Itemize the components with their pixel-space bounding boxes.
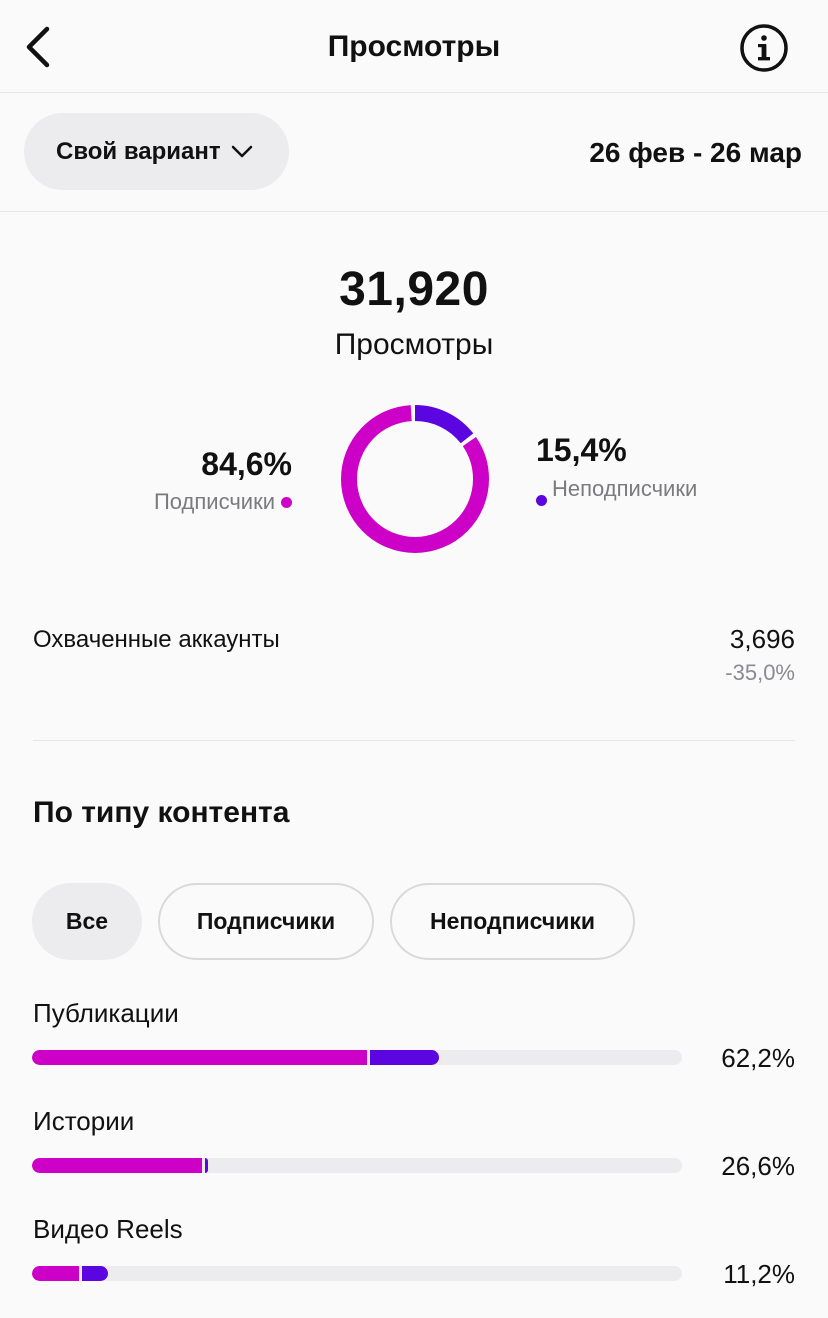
bar-segment-non-followers: [369, 1050, 440, 1065]
followers-label: Подписчики: [153, 489, 275, 514]
content-type-bar-stories: [32, 1158, 682, 1173]
content-type-label-stories: Истории: [33, 1106, 135, 1136]
content-type-title: По типу контента: [33, 796, 290, 829]
content-type-bar-posts: [32, 1050, 682, 1065]
donut-segment-non-followers: [341, 405, 489, 553]
filter-row: Свой вариант 26 фев - 26 мар: [0, 93, 828, 212]
page-title: Просмотры: [327, 30, 501, 63]
content-type-percent-posts: 62,2%: [721, 1043, 795, 1073]
content-type-bar-reels: [32, 1266, 682, 1281]
bar-segment-followers: [32, 1050, 367, 1065]
chip-non-followers[interactable]: Неподписчики: [390, 883, 635, 960]
reached-accounts-delta: -35,0%: [725, 660, 795, 685]
content-type-percent-stories: 26,6%: [721, 1151, 795, 1181]
content-type-label-posts: Публикации: [33, 998, 179, 1028]
top-bar: Просмотры: [0, 0, 828, 93]
chevron-down-icon: [231, 145, 252, 157]
content-type-label-reels: Видео Reels: [33, 1214, 183, 1244]
info-icon: [740, 24, 788, 72]
reached-accounts-label: Охваченные аккаунты: [33, 626, 280, 653]
period-dropdown-label: Свой вариант: [56, 137, 221, 165]
donut-segment-followers: [341, 405, 489, 553]
non-followers-legend-dot: [536, 495, 547, 506]
reached-accounts-value: 3,696: [729, 624, 795, 654]
bar-segment-followers: [32, 1266, 80, 1281]
bar-segment-followers: [32, 1158, 202, 1173]
followers-percent: 84,6%: [201, 446, 292, 482]
followers-legend-dot: [281, 496, 292, 508]
date-range: 26 фев - 26 мар: [589, 137, 802, 168]
total-views-label: Просмотры: [334, 328, 494, 361]
period-dropdown-button[interactable]: Свой вариант: [24, 113, 289, 190]
divider: [33, 740, 795, 741]
total-views-value: 31,920: [339, 263, 489, 316]
chevron-left-icon: [26, 26, 50, 68]
followers-stat: 84,6% Подписчики: [154, 446, 292, 515]
chip-all[interactable]: Все: [32, 883, 142, 960]
bar-segment-non-followers: [82, 1266, 108, 1281]
non-followers-label: Неподписчики: [552, 476, 698, 501]
content-type-percent-reels: 11,2%: [723, 1259, 795, 1289]
bar-segment-non-followers: [204, 1158, 208, 1173]
non-followers-percent: 15,4%: [536, 432, 627, 468]
chip-followers[interactable]: Подписчики: [158, 883, 374, 960]
info-button[interactable]: [738, 22, 790, 74]
audience-donut-chart: [341, 405, 489, 553]
non-followers-stat: 15,4% Неподписчики: [536, 432, 736, 506]
back-button[interactable]: [20, 24, 60, 70]
